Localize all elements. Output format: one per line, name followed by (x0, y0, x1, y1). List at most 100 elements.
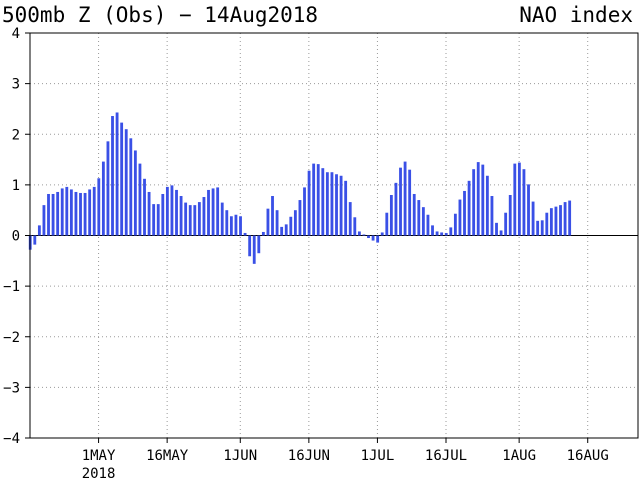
y-tick-label: 1 (12, 178, 20, 194)
x-tick-label: 1JUN (223, 448, 257, 464)
bar (197, 202, 201, 236)
bar (421, 207, 425, 236)
bar (289, 216, 293, 236)
bar (307, 170, 311, 236)
bar (549, 208, 553, 236)
bar (417, 200, 421, 236)
bar (165, 186, 169, 236)
gridlines (30, 33, 638, 438)
bar (312, 163, 316, 236)
bar (293, 210, 297, 236)
bar (449, 227, 453, 236)
y-tick-label: −3 (3, 380, 20, 396)
bar (554, 206, 558, 236)
bar (481, 164, 485, 236)
y-tick-label: 3 (12, 77, 20, 93)
bar (133, 150, 137, 236)
y-tick-label: −4 (3, 431, 20, 447)
bar (239, 216, 242, 236)
bar (83, 192, 87, 236)
bar (499, 230, 503, 236)
bar (431, 225, 434, 236)
bar (485, 175, 489, 236)
x-tick-label: 1MAY (82, 448, 116, 464)
bar (60, 188, 64, 236)
bar (175, 189, 178, 236)
bar (435, 231, 439, 236)
bar (453, 213, 457, 236)
bar (522, 169, 526, 236)
bar (517, 162, 521, 236)
x-axis: 1MAY 2018 16MAY 1JUN 16JUN 1JUL 16JUL 1AUG 16AUG (82, 438, 609, 482)
bar (156, 204, 160, 236)
bar (179, 196, 183, 236)
bar (371, 235, 375, 241)
bar (111, 116, 114, 236)
bar (321, 168, 325, 236)
bar (129, 138, 133, 236)
bar (412, 193, 416, 236)
x-tick-label: 16JUN (288, 448, 330, 464)
bar (229, 216, 233, 236)
bar (339, 175, 343, 236)
bar (426, 214, 430, 236)
bar (193, 205, 197, 236)
bar (271, 196, 274, 236)
bar (101, 161, 105, 236)
y-tick-label: −1 (3, 279, 20, 295)
bar (257, 235, 261, 254)
bar (444, 232, 448, 236)
bar (216, 187, 220, 236)
bar (389, 195, 393, 236)
bar (37, 225, 41, 236)
bars (28, 112, 572, 264)
bar (56, 191, 60, 236)
bar (161, 193, 165, 236)
bar (559, 205, 562, 236)
bar (376, 235, 380, 243)
y-tick-label: −2 (3, 330, 20, 346)
bar (527, 184, 530, 236)
bar (353, 217, 357, 236)
bar (504, 212, 508, 236)
bar (298, 200, 302, 236)
bar (357, 231, 361, 236)
bar (47, 193, 50, 236)
bar (367, 235, 370, 239)
bar (568, 200, 572, 236)
bar (207, 189, 210, 236)
bar (280, 226, 284, 236)
bar (120, 122, 124, 236)
bar (275, 210, 279, 236)
bar (385, 212, 389, 236)
bar (202, 197, 206, 236)
bar (261, 231, 265, 236)
bar (316, 164, 320, 236)
bar (545, 212, 549, 236)
bar (138, 163, 142, 236)
bar (143, 178, 146, 236)
bar (408, 169, 412, 236)
bar (540, 220, 544, 236)
bar (266, 208, 270, 236)
bar (211, 188, 215, 236)
bar (490, 196, 494, 236)
bar (348, 202, 352, 236)
bar (147, 191, 151, 236)
bar (79, 192, 82, 236)
bar (440, 232, 444, 236)
bar (188, 205, 192, 236)
y-tick-label: 0 (12, 229, 20, 245)
bar (335, 174, 338, 236)
bar (33, 235, 37, 245)
bar (124, 129, 128, 236)
bar (380, 232, 384, 236)
bar (344, 180, 348, 236)
chart-title: 500mb Z (Obs) − 14Aug2018 (2, 3, 318, 27)
bar (362, 234, 366, 236)
bar (531, 201, 535, 236)
bar (152, 204, 156, 236)
bar (458, 199, 462, 236)
y-axis: 4 3 2 1 0 −1 −2 −3 −4 (3, 26, 30, 447)
